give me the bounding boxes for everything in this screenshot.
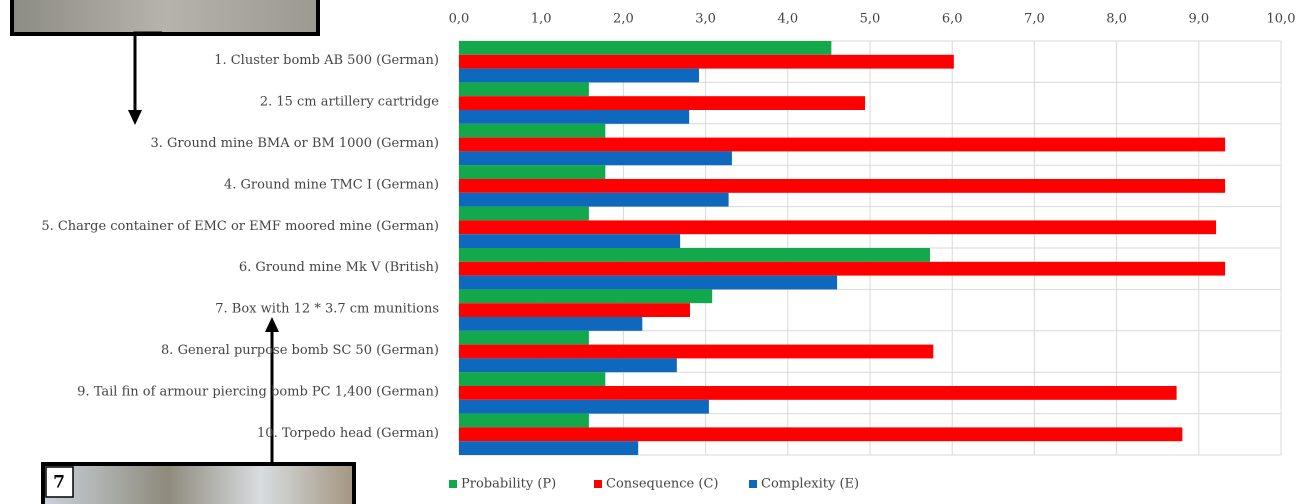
photo-frame (10, 0, 320, 36)
bar (459, 441, 639, 455)
bar (459, 192, 729, 207)
category-label: 1. Cluster bomb AB 500 (German) (214, 53, 439, 68)
bar (459, 41, 832, 55)
photo-label-box (45, 466, 74, 498)
x-tick-label: 7,0 (1024, 12, 1045, 27)
legend-swatch (594, 480, 602, 488)
bar (459, 372, 606, 386)
arrow (133, 31, 162, 112)
bar (459, 344, 934, 359)
legend-label: Probability (P) (461, 477, 556, 492)
photo-frame (41, 462, 356, 504)
x-tick-label: 4,0 (777, 12, 798, 27)
bar (459, 275, 838, 290)
bar (459, 330, 589, 345)
legend-label: Complexity (E) (761, 477, 859, 492)
bar (459, 413, 589, 428)
category-label: 6. Ground mine Mk V (British) (239, 260, 439, 275)
category-label: 3. Ground mine BMA or BM 1000 (German) (150, 136, 439, 151)
x-tick-label: 9,0 (1188, 12, 1209, 27)
bar (459, 96, 866, 110)
x-tick-label: 0,0 (449, 12, 470, 27)
category-label: 4. Ground mine TMC I (German) (224, 177, 439, 192)
bar (459, 54, 954, 69)
x-tick-label: 2,0 (613, 12, 634, 27)
legend-swatch (449, 480, 457, 488)
bar (459, 358, 677, 373)
bar (459, 151, 732, 166)
bar (459, 206, 589, 221)
x-tick-label: 6,0 (942, 12, 963, 27)
bar (459, 110, 690, 124)
photo-label: 7 (53, 473, 65, 493)
bar (459, 399, 709, 414)
category-label: 8. General purpose bomb SC 50 (German) (161, 343, 439, 358)
x-tick-label: 10,0 (1267, 12, 1296, 27)
bar (459, 68, 700, 83)
bar (459, 303, 690, 317)
bar (459, 220, 1217, 235)
category-label: 10. Torpedo head (German) (257, 426, 439, 441)
legend-swatch (749, 480, 757, 488)
bar (459, 289, 713, 304)
bar (459, 248, 931, 262)
category-label: 5. Charge container of EMC or EMF moored… (41, 219, 439, 234)
bar (459, 82, 589, 97)
bar (459, 261, 1226, 276)
bar (459, 179, 1226, 193)
bar (459, 317, 643, 331)
bar (459, 427, 1183, 442)
arrow-head (128, 110, 142, 125)
x-tick-label: 1,0 (531, 12, 552, 27)
legend-label: Consequence (C) (606, 477, 718, 492)
x-tick-label: 5,0 (860, 12, 881, 27)
category-label: 2. 15 cm artillery cartridge (260, 95, 439, 110)
bar (459, 234, 681, 248)
bar (459, 386, 1177, 400)
x-tick-label: 8,0 (1106, 12, 1127, 27)
category-label: 7. Box with 12 * 3.7 cm munitions (215, 302, 439, 317)
category-label: 9. Tail fin of armour piercing bomb PC 1… (77, 384, 439, 399)
bar (459, 137, 1226, 152)
bar (459, 165, 606, 179)
arrow-head (265, 317, 279, 332)
bar (459, 123, 606, 138)
x-tick-label: 3,0 (695, 12, 716, 27)
